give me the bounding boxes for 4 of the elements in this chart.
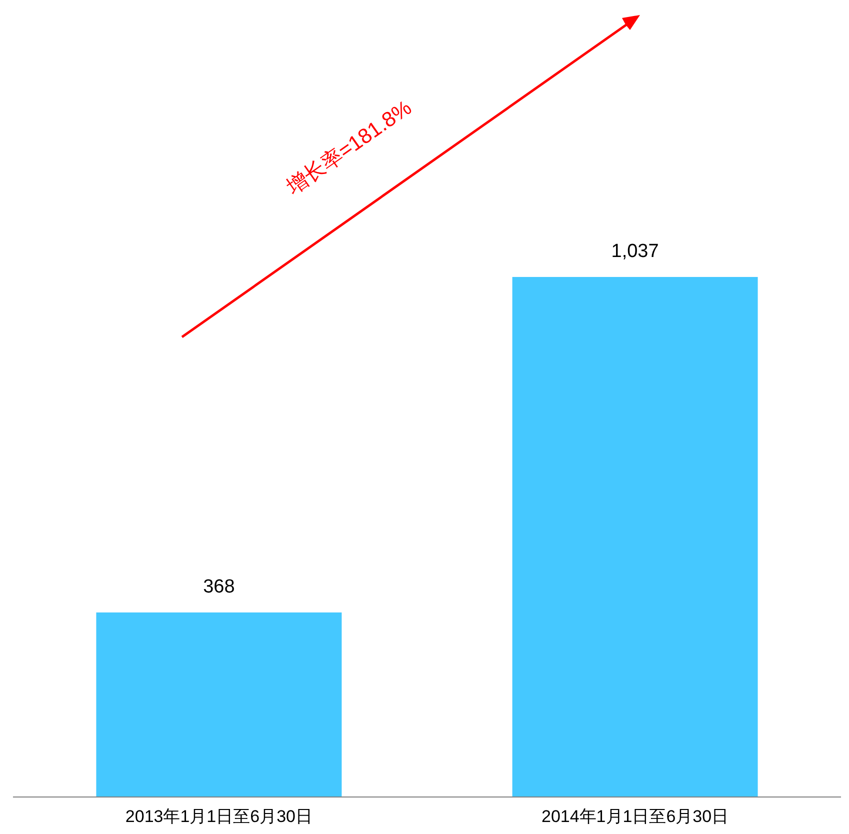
x-tick-label: 2014年1月1日至6月30日 (541, 807, 729, 826)
x-tick-label: 2013年1月1日至6月30日 (125, 807, 313, 826)
data-label: 368 (203, 576, 235, 598)
data-label: 1,037 (611, 240, 659, 262)
